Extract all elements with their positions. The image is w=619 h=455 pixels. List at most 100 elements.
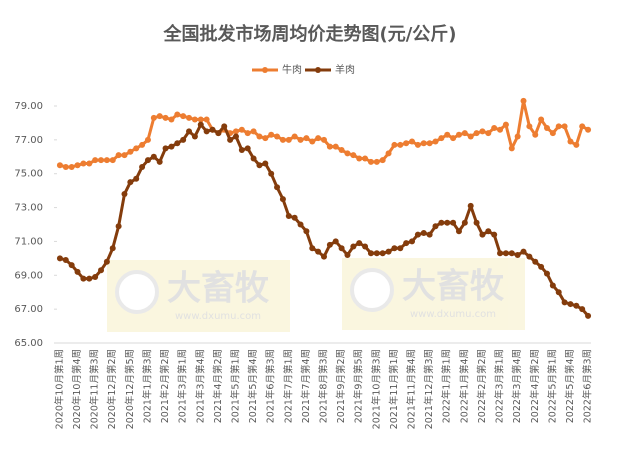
data-point: [332, 238, 339, 245]
x-tick-label: 2020年12月第5周: [124, 349, 136, 429]
data-point: [420, 140, 427, 147]
data-point: [491, 231, 498, 238]
y-tick-label: 73.00: [14, 203, 43, 214]
data-point: [180, 136, 187, 143]
data-point: [133, 145, 140, 152]
x-tick-label: 2021年11月第1周: [388, 349, 400, 429]
data-point: [232, 128, 239, 135]
data-point: [139, 141, 146, 148]
data-point: [144, 136, 151, 143]
data-point: [344, 150, 351, 157]
data-point: [80, 275, 87, 282]
data-point: [98, 267, 105, 274]
watermark-logo: [115, 270, 159, 314]
x-tick-label: 2021年10月第3周: [370, 349, 382, 429]
data-point: [526, 123, 533, 130]
data-point: [121, 191, 128, 198]
data-point: [362, 155, 369, 162]
data-point: [191, 133, 198, 140]
data-point: [256, 162, 263, 169]
data-point: [315, 248, 322, 255]
data-point: [150, 114, 157, 121]
y-tick-label: 71.00: [14, 236, 43, 247]
x-tick-label: 2022年5月第4周: [564, 349, 576, 423]
data-point: [414, 231, 421, 238]
data-point: [191, 116, 198, 123]
data-point: [356, 240, 363, 247]
chart-title: 全国批发市场周均价走势图(元/公斤): [162, 23, 456, 45]
data-point: [385, 248, 392, 255]
data-point: [209, 126, 216, 133]
x-tick-label: 2021年2月第2周: [159, 349, 171, 423]
data-point: [74, 268, 81, 275]
data-point: [56, 255, 63, 262]
data-point: [86, 160, 93, 167]
x-tick-label: 2022年1月第1周: [441, 349, 453, 423]
data-point: [450, 219, 457, 226]
x-tick-label: 2022年3月第1周: [494, 349, 506, 423]
data-point: [279, 196, 286, 203]
data-point: [103, 258, 110, 265]
data-point: [538, 263, 545, 270]
data-point: [98, 157, 105, 164]
data-point: [555, 289, 562, 296]
data-point: [168, 116, 175, 123]
data-point: [479, 231, 486, 238]
x-tick-label: 2020年12月第2周: [106, 349, 118, 429]
data-point: [479, 128, 486, 135]
watermark-url: www.dxumu.com: [175, 311, 261, 322]
data-point: [514, 133, 521, 140]
data-point: [227, 136, 234, 143]
y-tick-label: 65.00: [14, 338, 43, 349]
data-point: [356, 155, 363, 162]
data-point: [309, 245, 316, 252]
data-point: [309, 138, 316, 145]
data-point: [291, 214, 298, 221]
data-point: [543, 125, 550, 132]
data-point: [379, 157, 386, 164]
data-point: [262, 135, 269, 142]
x-tick-label: 2020年10月第1周: [53, 349, 65, 429]
data-point: [367, 158, 374, 165]
data-point: [197, 121, 204, 128]
data-point: [103, 157, 110, 164]
data-point: [180, 113, 187, 120]
data-point: [321, 253, 327, 260]
data-point: [232, 133, 239, 140]
x-tick-label: 2022年6月第3周: [582, 349, 594, 423]
data-point: [555, 123, 562, 130]
data-point: [127, 148, 134, 155]
data-point: [244, 145, 251, 152]
data-point: [585, 312, 592, 319]
data-point: [520, 97, 527, 104]
data-point: [532, 258, 539, 265]
data-point: [467, 133, 474, 140]
data-point: [168, 143, 175, 150]
data-point: [92, 157, 99, 164]
data-point: [379, 250, 386, 257]
data-point: [508, 250, 515, 257]
data-point: [156, 158, 163, 165]
data-point: [221, 123, 228, 130]
data-point: [485, 130, 492, 137]
data-point: [321, 136, 327, 143]
data-point: [256, 133, 263, 140]
data-point: [514, 251, 521, 258]
data-point: [420, 229, 427, 236]
watermark-brand: 大畜牧: [167, 269, 270, 309]
data-point: [403, 140, 410, 147]
data-point: [268, 170, 275, 177]
x-tick-label: 2021年3月第4周: [194, 349, 206, 423]
data-point: [162, 114, 169, 121]
data-point: [426, 140, 433, 147]
x-tick-label: 2020年10月第4周: [71, 349, 83, 429]
data-point: [315, 135, 322, 142]
data-point: [549, 282, 556, 289]
data-point: [56, 162, 63, 169]
data-point: [397, 245, 404, 252]
data-point: [444, 131, 451, 138]
data-point: [86, 275, 93, 282]
data-point: [561, 123, 568, 130]
